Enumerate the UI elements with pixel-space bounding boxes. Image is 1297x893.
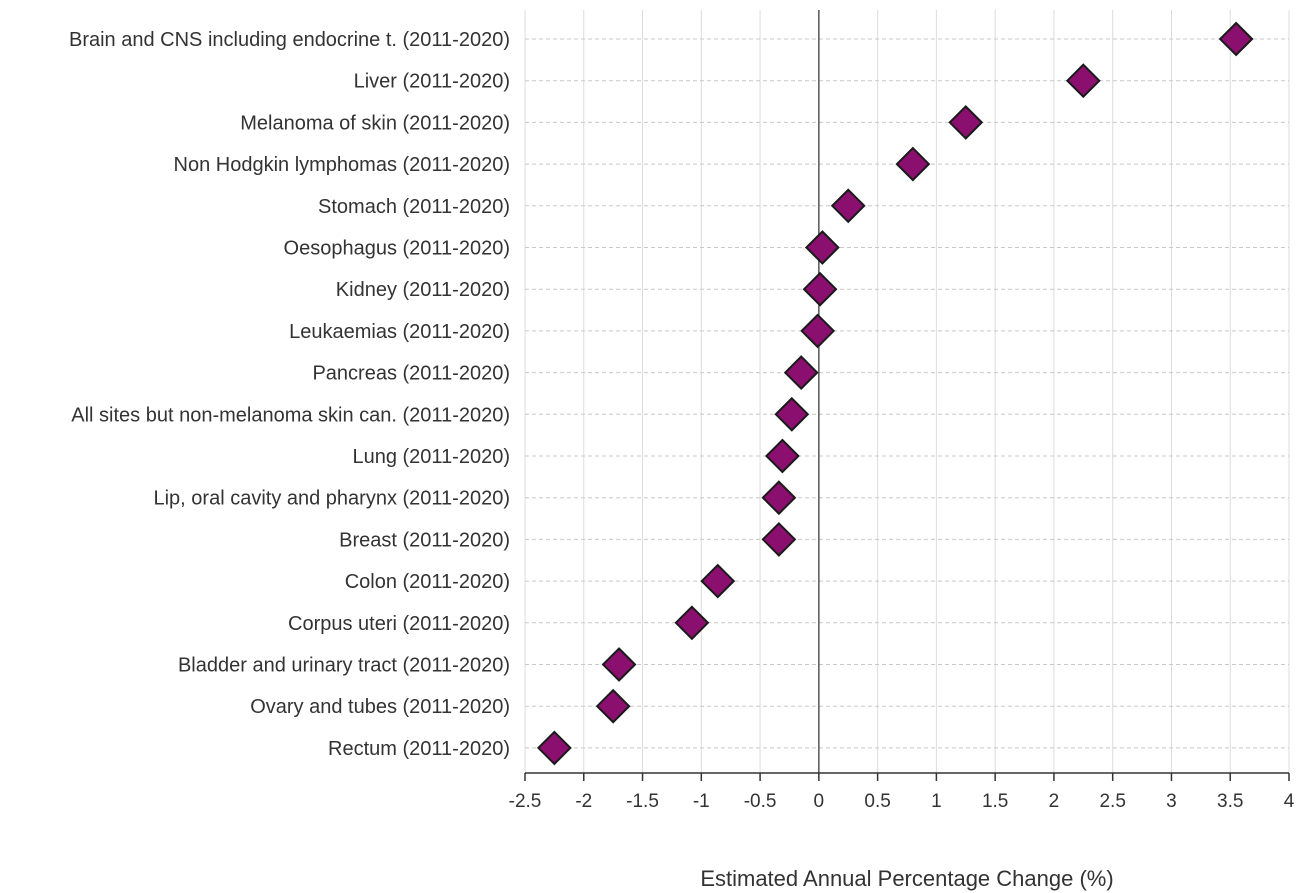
category-label: Lung (2011-2020) (352, 446, 510, 468)
category-label: All sites but non-melanoma skin can. (20… (71, 404, 510, 426)
category-label: Pancreas (2011-2020) (312, 363, 510, 385)
data-point (800, 313, 836, 349)
data-point (595, 688, 631, 724)
x-tick-label: -2.5 (509, 791, 542, 812)
data-point (674, 605, 710, 641)
x-axis-title: Estimated Annual Percentage Change (%) (700, 866, 1113, 891)
data-point (1065, 63, 1101, 99)
x-tick-label: 1 (931, 791, 942, 812)
category-label: Liver (2011-2020) (354, 71, 510, 93)
data-point (700, 563, 736, 599)
x-tick-label: -1 (693, 791, 710, 812)
x-axis: -2.5 -2 -1.5 -1 -0.5 0 0.5 1 1.5 2 2.5 3 3.5 4 (509, 772, 1295, 812)
x-tick-label: 2.5 (1099, 791, 1125, 812)
data-point (830, 188, 866, 224)
x-tick-label: -0.5 (744, 791, 777, 812)
data-point (783, 355, 819, 391)
x-tick-label: 0 (814, 791, 825, 812)
category-label: Breast (2011-2020) (339, 529, 510, 551)
category-label: Lip, oral cavity and pharynx (2011-2020) (153, 488, 510, 510)
category-label: Non Hodgkin lymphomas (2011-2020) (174, 154, 510, 176)
category-label: Rectum (2011-2020) (328, 738, 510, 760)
horizontal-gridlines (525, 38, 1289, 749)
x-tick-label: 0.5 (864, 791, 890, 812)
category-label: Oesophagus (2011-2020) (284, 238, 510, 260)
data-point (774, 396, 810, 432)
category-label: Colon (2011-2020) (345, 571, 510, 593)
category-label: Ovary and tubes (2011-2020) (250, 696, 510, 718)
category-label: Stomach (2011-2020) (318, 196, 510, 218)
data-point (536, 730, 572, 766)
data-point (761, 480, 797, 516)
x-tick-label: 3 (1166, 791, 1177, 812)
category-label: Leukaemias (2011-2020) (289, 321, 510, 343)
x-tick-label: -2 (575, 791, 592, 812)
vertical-gridlines (524, 10, 1290, 773)
x-tick-label: 2 (1049, 791, 1060, 812)
category-labels: Brain and CNS including endocrine t. (20… (69, 29, 510, 760)
category-label: Bladder and urinary tract (2011-2020) (178, 655, 510, 677)
x-tick-label: 3.5 (1217, 791, 1243, 812)
category-label: Melanoma of skin (2011-2020) (240, 112, 510, 134)
category-label: Corpus uteri (2011-2020) (288, 613, 510, 635)
x-tick-label: 1.5 (982, 791, 1008, 812)
data-markers (536, 21, 1254, 766)
category-label: Brain and CNS including endocrine t. (20… (69, 29, 510, 51)
data-point (802, 271, 838, 307)
data-point (948, 104, 984, 140)
data-point (764, 438, 800, 474)
category-label: Kidney (2011-2020) (336, 279, 510, 301)
data-point (1218, 21, 1254, 57)
data-point (895, 146, 931, 182)
data-point (804, 230, 840, 265)
data-point (601, 647, 637, 682)
x-tick-label: -1.5 (626, 791, 659, 812)
x-tick-label: 4 (1284, 791, 1295, 812)
data-point (761, 521, 797, 557)
